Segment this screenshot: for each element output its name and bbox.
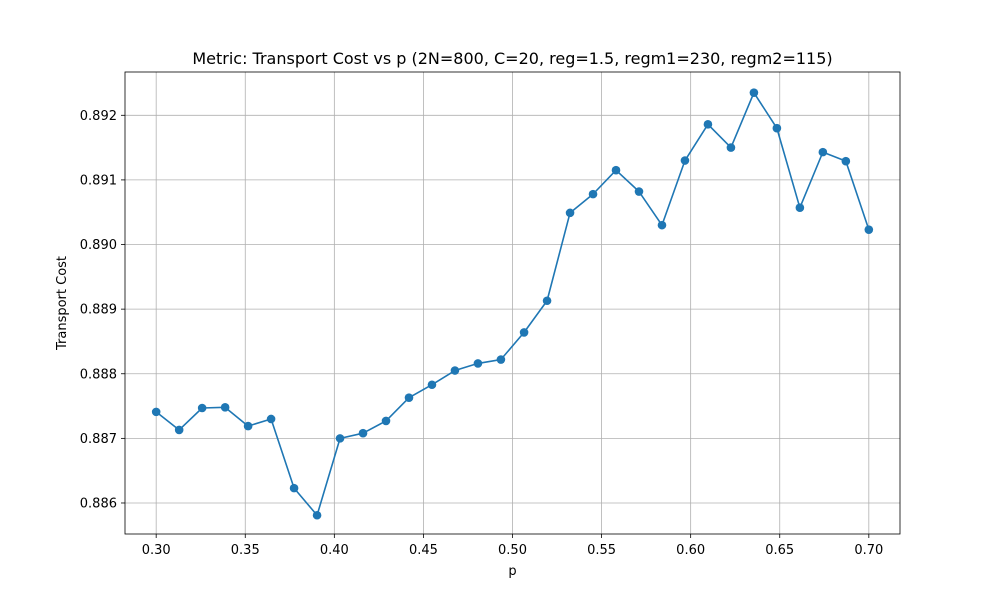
data-point [680, 156, 690, 165]
data-point [496, 355, 506, 364]
x-tick-label: 0.30 [142, 543, 171, 558]
x-tick-label: 0.35 [231, 543, 260, 558]
y-tick-label: 0.892 [80, 109, 117, 124]
plot-area-frame [124, 71, 901, 535]
data-point [312, 510, 322, 520]
data-point [565, 208, 575, 218]
x-tick-label: 0.65 [765, 543, 794, 558]
data-point [864, 225, 874, 234]
data-point [450, 366, 460, 375]
data-point [542, 296, 552, 306]
data-point [818, 147, 828, 157]
data-point [220, 403, 230, 412]
data-point [358, 428, 368, 438]
x-tick-label: 0.60 [676, 543, 705, 558]
data-point [772, 123, 782, 133]
data-point [243, 421, 253, 431]
data-point [634, 187, 644, 196]
data-point [427, 380, 437, 390]
data-point [726, 143, 736, 152]
y-tick-label: 0.888 [80, 367, 117, 382]
y-tick-label: 0.886 [80, 496, 117, 511]
data-point [611, 165, 621, 175]
grid-layer [125, 72, 900, 534]
y-tick-label: 0.891 [80, 173, 117, 188]
y-axis-label: Transport Cost [55, 256, 70, 351]
data-point [381, 416, 391, 426]
x-tick-label: 0.70 [854, 543, 883, 558]
data-point [703, 120, 713, 129]
data-point [266, 414, 276, 424]
data-point [473, 359, 483, 368]
data-point [588, 189, 598, 199]
y-tick-label: 0.887 [80, 432, 117, 447]
data-point [404, 393, 414, 402]
x-tick-label: 0.55 [587, 543, 616, 558]
series-layer [151, 88, 874, 520]
x-tick-label: 0.45 [409, 543, 438, 558]
data-point [289, 483, 299, 493]
series-line [155, 91, 870, 517]
y-tick-label: 0.890 [80, 238, 117, 253]
tick-layer: 0.30 0.35 0.40 0.45 0.50 0.55 0.60 0.65 0.70 0.88… [80, 109, 884, 558]
data-point [841, 156, 851, 166]
data-point [749, 88, 759, 97]
data-point [151, 407, 161, 417]
data-point [197, 403, 207, 413]
data-point [335, 434, 345, 443]
x-axis-label: p [508, 564, 516, 579]
data-point [657, 220, 667, 230]
y-tick-label: 0.889 [80, 303, 117, 318]
data-point [795, 203, 805, 212]
data-point [519, 328, 529, 337]
x-tick-label: 0.40 [320, 543, 349, 558]
chart-title: Metric: Transport Cost vs p (2N=800, C=2… [192, 49, 832, 68]
data-point [174, 425, 184, 435]
x-tick-label: 0.50 [498, 543, 527, 558]
